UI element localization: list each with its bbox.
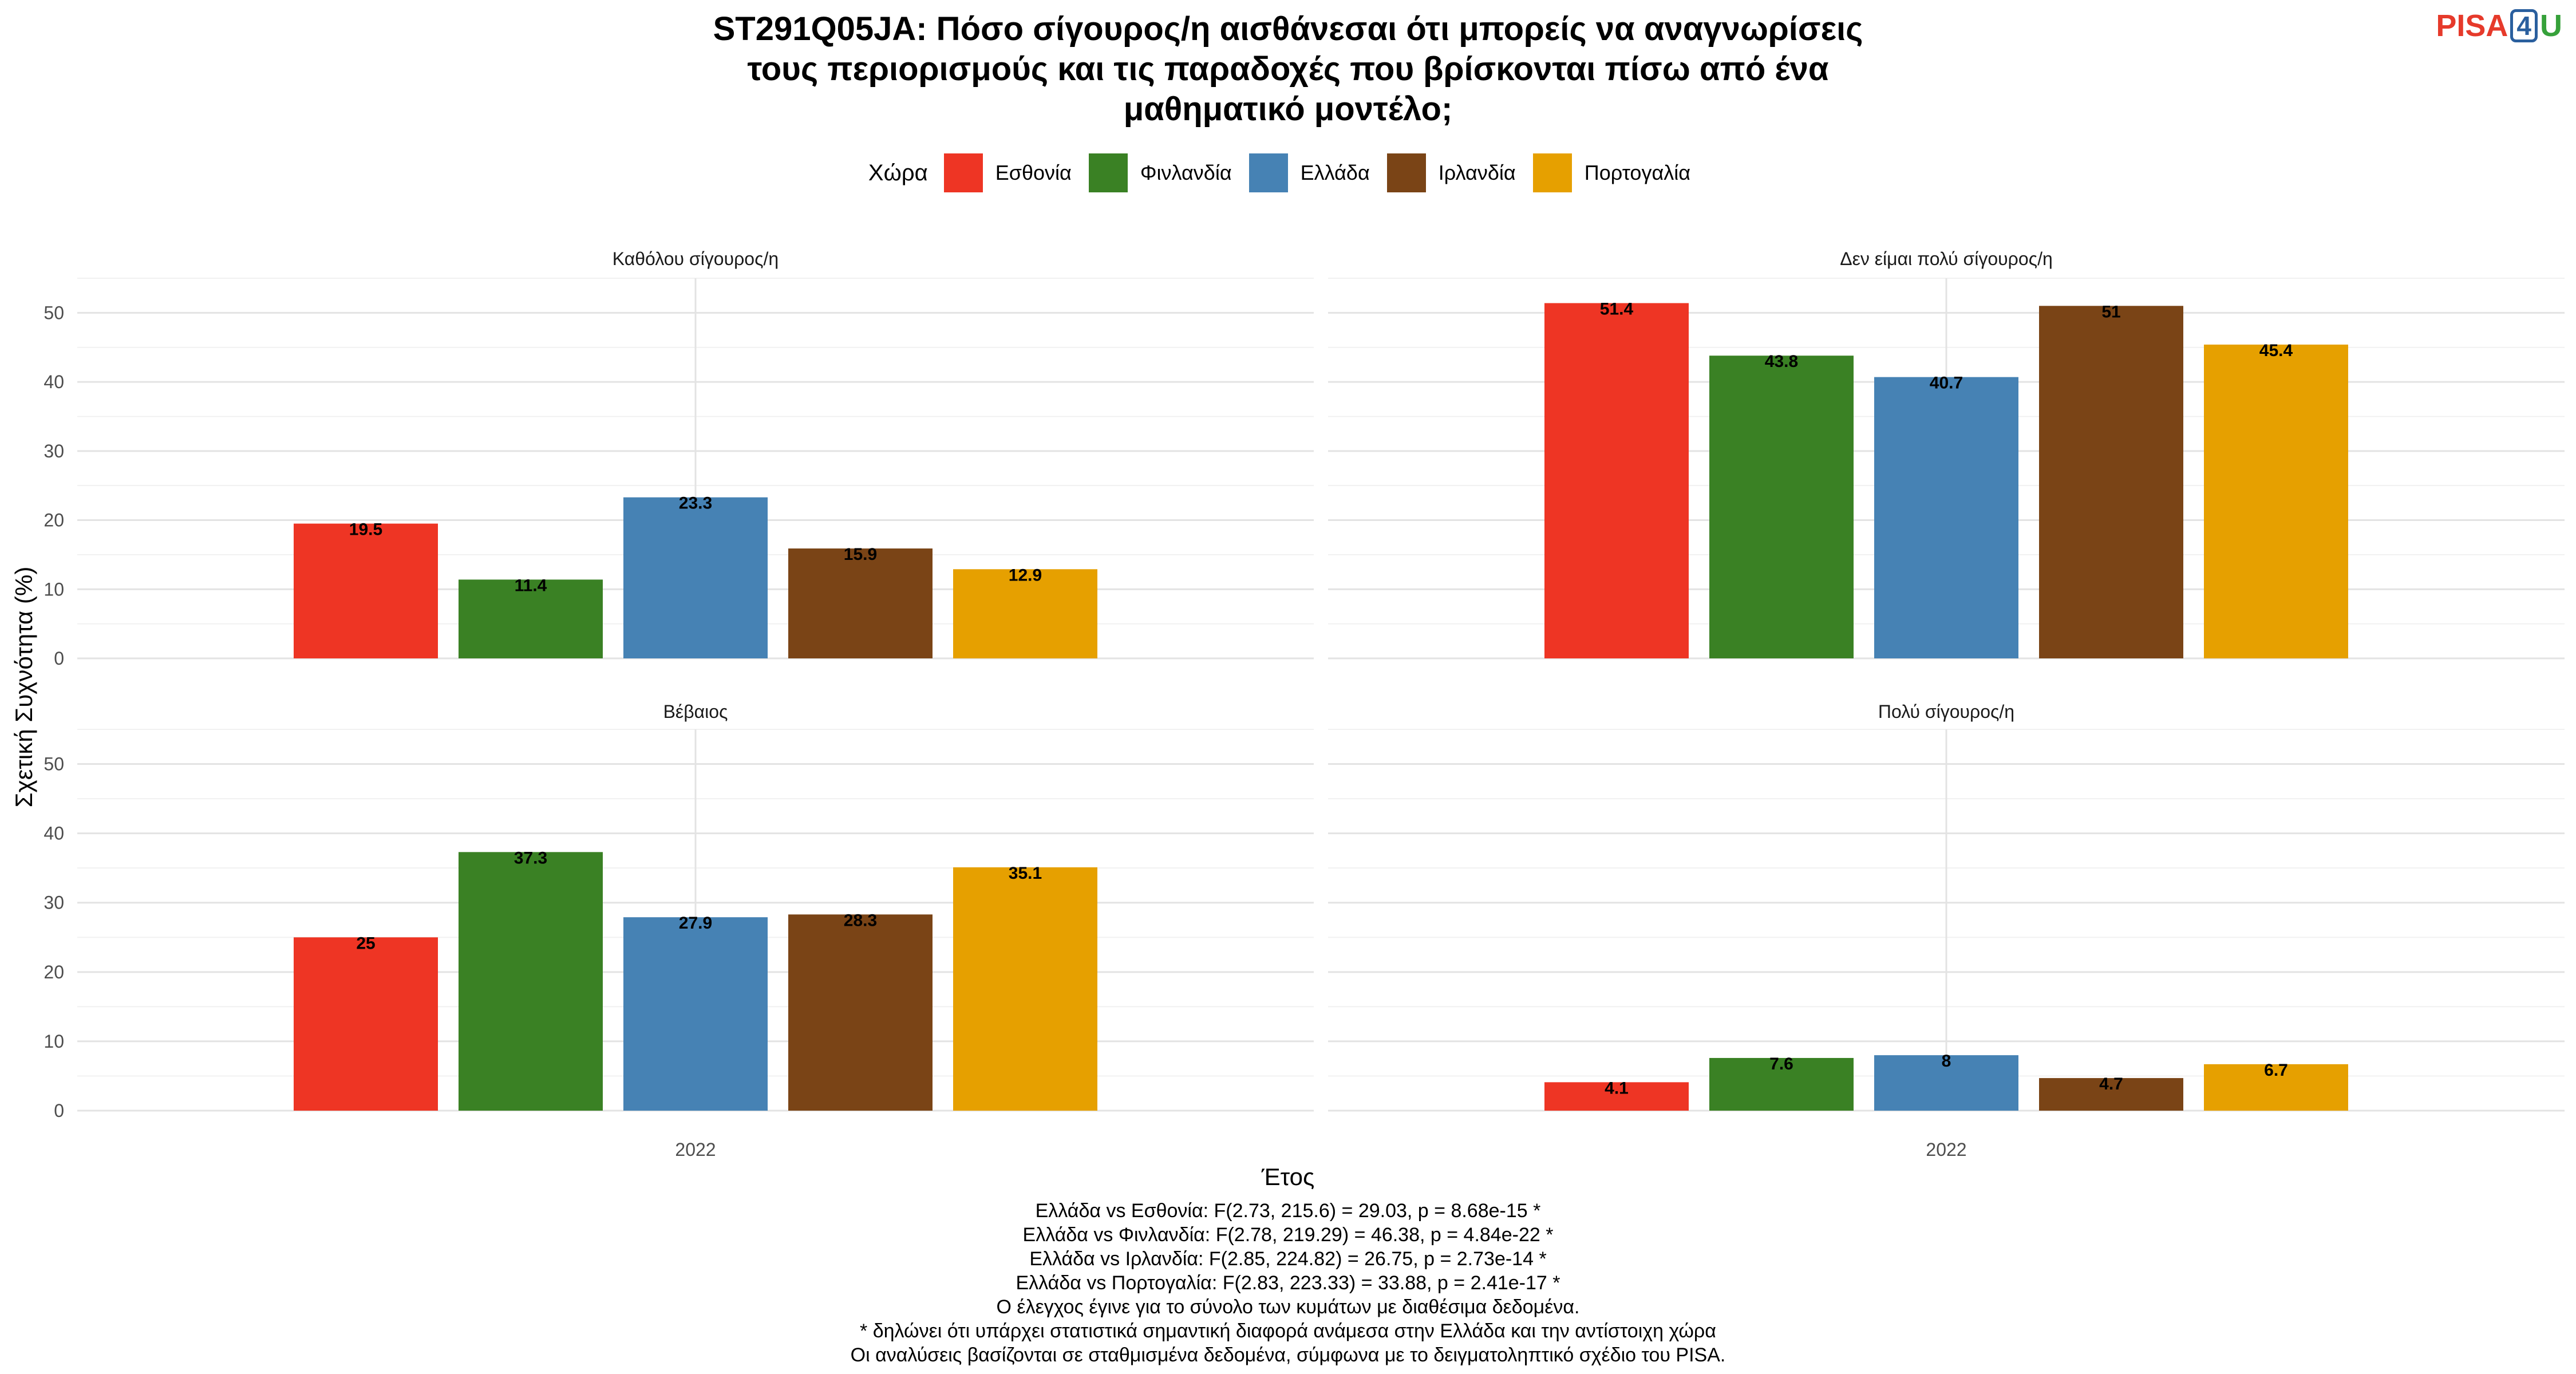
data-label: 35.1 <box>1009 864 1042 883</box>
y-tick-label: 20 <box>44 962 64 982</box>
legend-item: Ιρλανδία <box>1386 153 1516 192</box>
pisa4u-logo: PISA 4 U <box>2436 8 2562 44</box>
y-tick-label: 30 <box>44 893 64 913</box>
data-label: 43.8 <box>1765 352 1798 371</box>
bar <box>294 523 438 658</box>
facet-label: Δεν είμαι πολύ σίγουρος/η <box>1840 248 2053 269</box>
legend-label: Φινλανδία <box>1140 161 1232 184</box>
footnote-line: Ελλάδα vs Φινλανδία: F(2.78, 219.29) = 4… <box>1022 1224 1554 1246</box>
data-label: 51.4 <box>1600 299 1634 318</box>
bar <box>788 914 933 1111</box>
legend: Χώρα Εσθονία Φινλανδία Ελλάδα Ιρλανδία Πορτο… <box>0 153 2576 192</box>
data-label: 11.4 <box>515 576 547 595</box>
y-tick-label: 30 <box>44 441 64 461</box>
footnote-line: Ο έλεγχος έγινε για το σύνολο των κυμάτω… <box>996 1296 1580 1318</box>
y-axis-title: Σχετική Συχνότητα (%) <box>10 567 37 808</box>
data-label: 37.3 <box>514 848 547 867</box>
x-tick-label: 2022 <box>1926 1139 1966 1160</box>
bar <box>1709 356 1854 658</box>
data-label: 4.7 <box>2099 1075 2123 1093</box>
legend-item: Εσθονία <box>943 153 1072 192</box>
chart-title: ST291Q05JA: Πόσο σίγουρος/η αισθάνεσαι ό… <box>0 9 2576 129</box>
bar <box>623 497 768 658</box>
legend-item: Ελλάδα <box>1249 153 1370 192</box>
data-label: 12.9 <box>1009 566 1042 585</box>
footnote-line: Οι αναλύσεις βασίζονται σε σταθμισμένα δ… <box>850 1344 1726 1366</box>
footnotes: Ελλάδα vs Εσθονία: F(2.73, 215.6) = 29.0… <box>0 1199 2576 1367</box>
data-label: 45.4 <box>2259 341 2293 360</box>
footnote-line: Ελλάδα vs Εσθονία: F(2.73, 215.6) = 29.0… <box>1035 1200 1541 1222</box>
title-line: ST291Q05JA: Πόσο σίγουρος/η αισθάνεσαι ό… <box>713 10 1863 48</box>
title-line: μαθηματικό μοντέλο; <box>1123 90 1453 128</box>
x-tick-label: 2022 <box>675 1139 716 1160</box>
bar <box>953 569 1097 658</box>
y-tick-label: 40 <box>44 372 64 392</box>
y-tick-label: 0 <box>54 1100 64 1121</box>
bar <box>623 917 768 1111</box>
y-tick-label: 50 <box>44 754 64 775</box>
data-label: 40.7 <box>1930 374 1963 393</box>
facet-label: Βέβαιος <box>663 701 728 722</box>
legend-label: Ελλάδα <box>1300 161 1370 184</box>
y-tick-label: 0 <box>54 648 64 669</box>
legend-item: Φινλανδία <box>1088 153 1232 192</box>
legend-item: Πορτογαλία <box>1532 153 1691 192</box>
bar <box>1874 377 2018 658</box>
title-line: τους περιορισμούς και τις παραδοχές που … <box>747 50 1829 88</box>
bar <box>1874 1055 2018 1111</box>
bar <box>2204 1064 2348 1111</box>
data-label: 23.3 <box>679 494 712 513</box>
bar <box>294 937 438 1111</box>
legend-label: Εσθονία <box>995 161 1072 184</box>
data-label: 51 <box>2101 302 2120 321</box>
data-label: 8 <box>1942 1052 1951 1071</box>
y-tick-label: 20 <box>44 510 64 531</box>
x-axis-title: Έτος <box>1261 1163 1315 1190</box>
bar <box>788 548 933 658</box>
facet-label: Πολύ σίγουρος/η <box>1878 701 2014 722</box>
legend-swatch <box>1532 153 1572 192</box>
data-label: 27.9 <box>679 914 712 933</box>
bar <box>1544 1082 1689 1111</box>
legend-label: Πορτογαλία <box>1584 161 1691 184</box>
bar <box>459 852 603 1111</box>
y-tick-label: 10 <box>44 1031 64 1052</box>
bar <box>1544 303 1689 658</box>
footnote-line: Ελλάδα vs Ιρλανδία: F(2.85, 224.82) = 26… <box>1029 1248 1547 1270</box>
bar <box>2039 1078 2183 1111</box>
legend-swatch <box>1386 153 1426 192</box>
y-tick-label: 50 <box>44 302 64 323</box>
logo-text: U <box>2540 9 2562 43</box>
bar <box>953 867 1097 1111</box>
logo-text: 4 <box>2510 9 2538 42</box>
y-tick-label: 10 <box>44 579 64 599</box>
data-label: 6.7 <box>2264 1061 2288 1080</box>
legend-swatch <box>943 153 983 192</box>
bar <box>2204 344 2348 658</box>
data-label: 15.9 <box>844 545 877 564</box>
legend-swatch <box>1249 153 1288 192</box>
bar <box>1709 1057 1854 1111</box>
data-label: 19.5 <box>349 520 382 539</box>
legend-label: Ιρλανδία <box>1438 161 1516 184</box>
data-label: 7.6 <box>1769 1055 1793 1073</box>
legend-title: Χώρα <box>868 160 928 185</box>
legend-swatch <box>1088 153 1128 192</box>
bar <box>2039 306 2183 658</box>
footnote-line: * δηλώνει ότι υπάρχει στατιστικά σημαντι… <box>860 1320 1716 1342</box>
logo-text: PISA <box>2436 9 2508 43</box>
data-label: 25 <box>356 934 375 953</box>
y-tick-label: 40 <box>44 823 64 844</box>
data-label: 4.1 <box>1605 1079 1629 1097</box>
footnote-line: Ελλάδα vs Πορτογαλία: F(2.83, 223.33) = … <box>1016 1272 1560 1294</box>
data-label: 28.3 <box>844 911 877 930</box>
facet-label: Καθόλου σίγουρος/η <box>613 248 779 269</box>
bar <box>459 579 603 658</box>
